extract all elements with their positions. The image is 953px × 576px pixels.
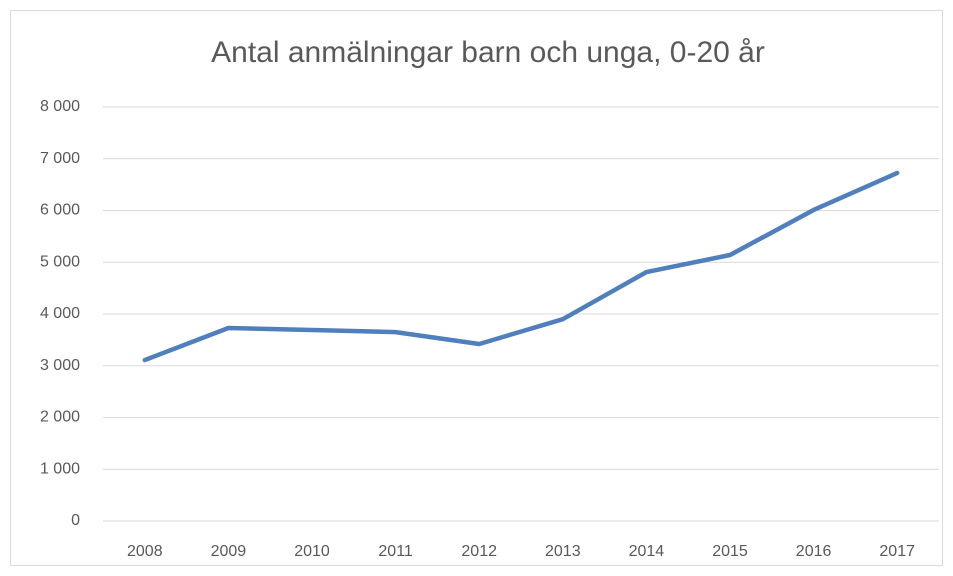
chart-title: Antal anmälningar barn och unga, 0-20 år <box>211 36 765 69</box>
chart-frame <box>10 10 943 566</box>
y-tick-label: 7 000 <box>40 150 80 167</box>
x-tick-label: 2012 <box>461 543 497 560</box>
x-tick-label: 2009 <box>211 543 247 560</box>
y-tick-label: 0 <box>71 512 80 529</box>
y-tick-label: 2 000 <box>40 409 80 426</box>
x-tick-label: 2016 <box>796 543 832 560</box>
x-tick-label: 2017 <box>879 543 915 560</box>
y-tick-label: 4 000 <box>40 305 80 322</box>
x-tick-label: 2010 <box>294 543 330 560</box>
data-line <box>142 170 900 363</box>
x-tick-label: 2008 <box>127 543 163 560</box>
x-tick-label: 2013 <box>545 543 581 560</box>
x-tick-label: 2011 <box>378 543 413 560</box>
x-tick-label: 2014 <box>629 543 665 560</box>
x-tick-label: 2015 <box>712 543 748 560</box>
y-tick-label: 1 000 <box>40 460 80 477</box>
y-tick-label: 3 000 <box>40 357 80 374</box>
y-tick-label: 6 000 <box>40 202 80 219</box>
y-tick-label: 5 000 <box>40 253 80 270</box>
y-tick-label: 8 000 <box>40 98 80 115</box>
